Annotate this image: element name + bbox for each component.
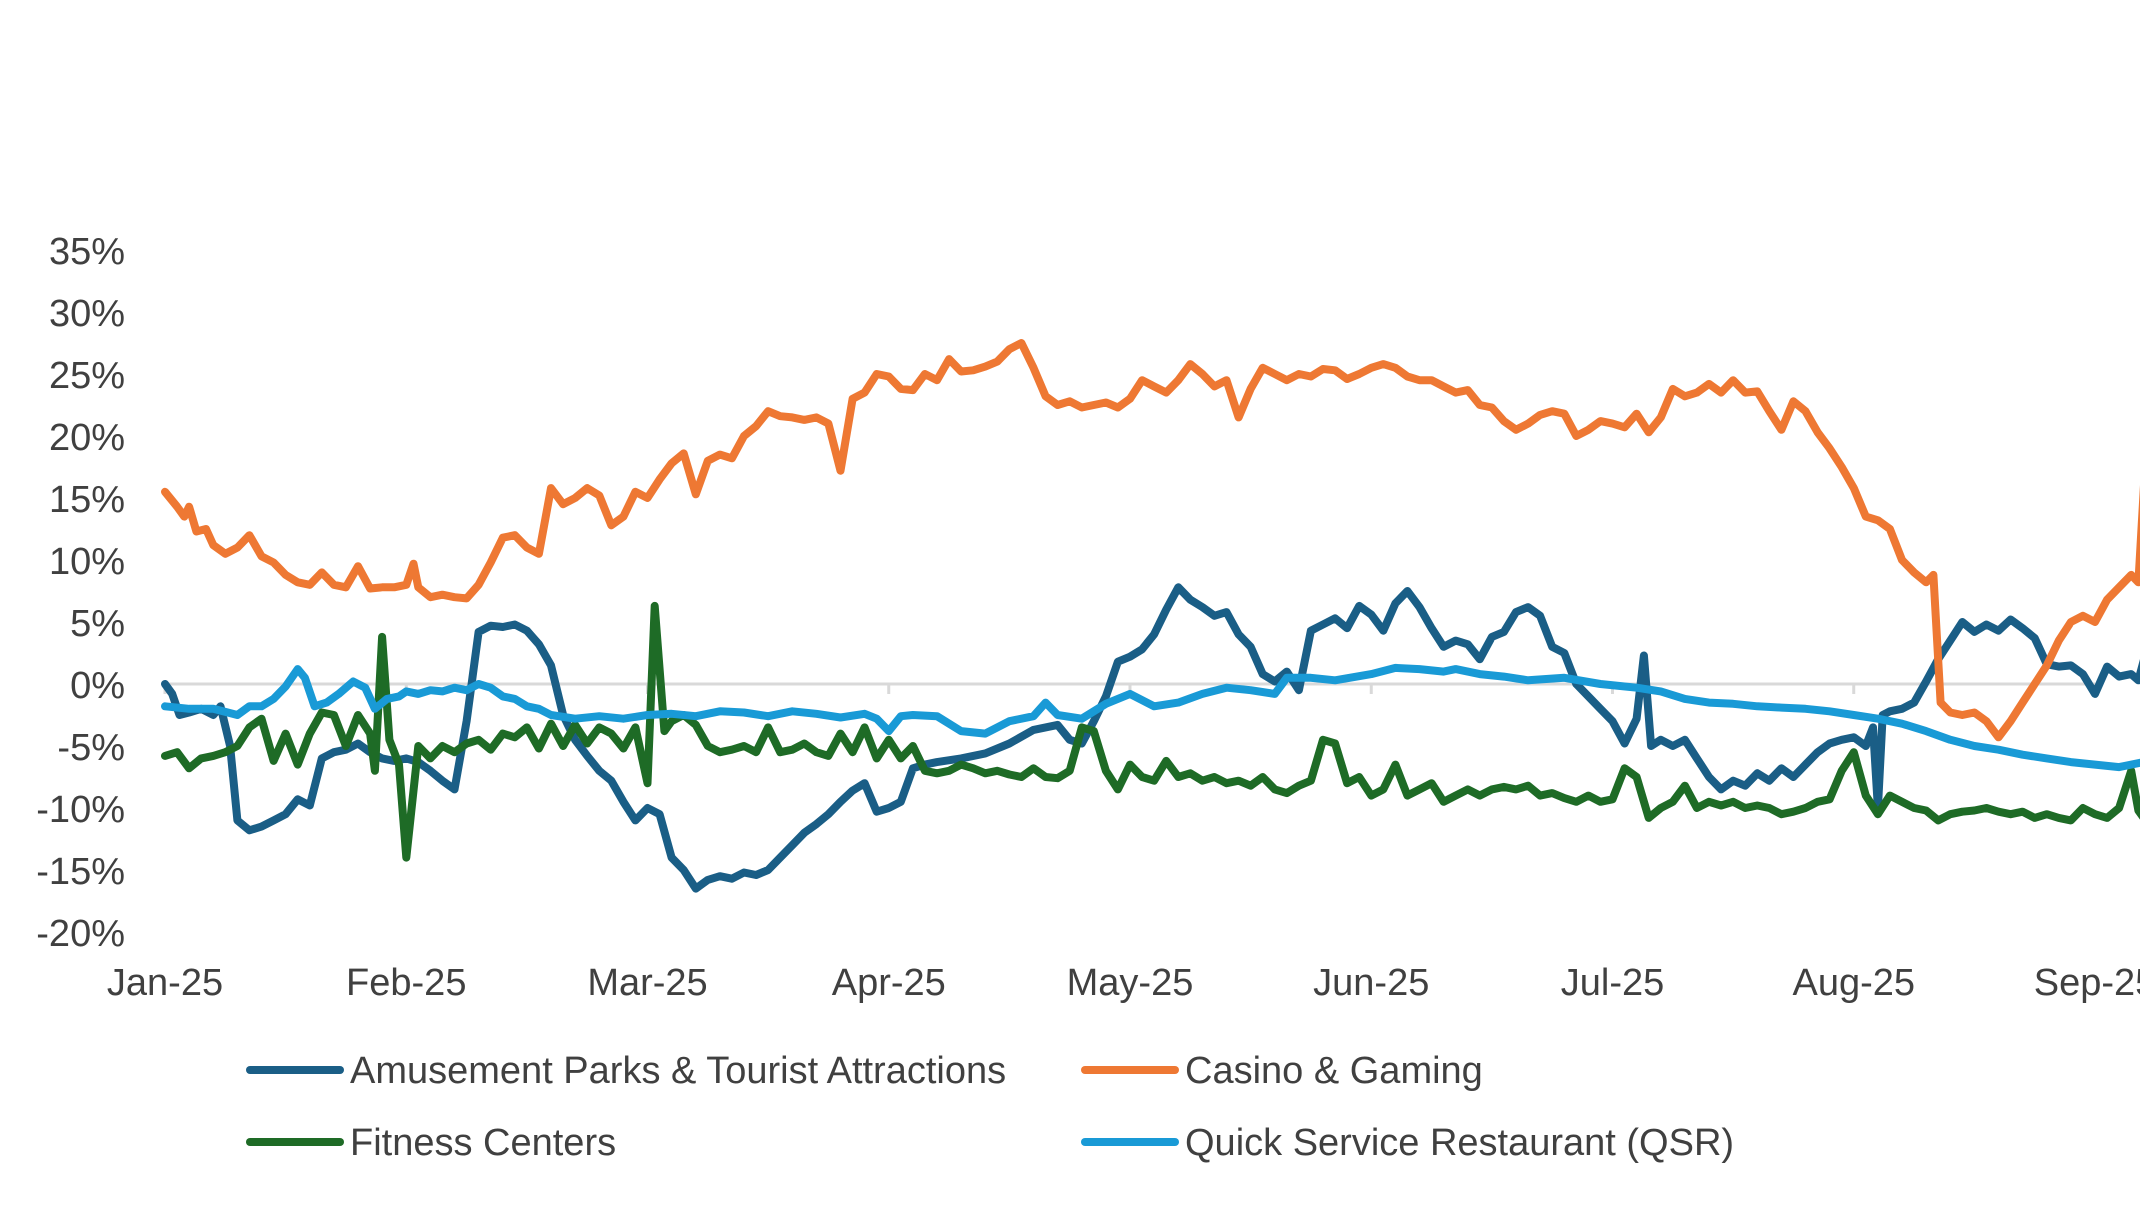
- x-tick-label: Aug-25: [1792, 962, 1915, 1004]
- y-axis-labels: 35% 30% 25% 20% 15% 10% 5% 0% -5% -10% -15% -20%: [36, 231, 125, 955]
- y-tick-label: 5%: [70, 603, 125, 645]
- series-lines: [161, 339, 2140, 893]
- y-tick-label: -20%: [36, 913, 125, 955]
- series-line-3: [161, 601, 2140, 862]
- y-tick-label: 0%: [70, 665, 125, 707]
- series-line-2: [161, 339, 2140, 742]
- y-tick-label: -15%: [36, 851, 125, 893]
- legend-label: Quick Service Restaurant (QSR): [1185, 1122, 1734, 1164]
- y-tick-label: -5%: [57, 727, 125, 769]
- x-tick-label: Jul-25: [1561, 962, 1665, 1004]
- legend: Amusement Parks & Tourist Attractions Cas…: [246, 1050, 1734, 1164]
- x-tick-label: Jun-25: [1313, 962, 1429, 1004]
- y-tick-label: 35%: [49, 231, 125, 273]
- series-line-4: [161, 663, 2140, 772]
- y-tick-label: 20%: [49, 417, 125, 459]
- legend-label: Fitness Centers: [350, 1122, 616, 1164]
- y-tick-label: -10%: [36, 789, 125, 831]
- x-tick-label: Feb-25: [346, 962, 466, 1004]
- series-line-1: [161, 583, 2140, 893]
- x-tick-label: Sep-25: [2034, 962, 2140, 1004]
- y-tick-label: 10%: [49, 541, 125, 583]
- legend-label: Casino & Gaming: [1185, 1050, 1483, 1092]
- y-tick-label: 30%: [49, 293, 125, 335]
- x-tick-label: Jan-25: [107, 962, 223, 1004]
- x-axis-labels: Jan-25 Feb-25 Mar-25 Apr-25 May-25 Jun-25 Jul-…: [107, 962, 2140, 1004]
- y-tick-label: 25%: [49, 355, 125, 397]
- legend-label: Amusement Parks & Tourist Attractions: [350, 1050, 1006, 1092]
- x-tick-label: Apr-25: [832, 962, 946, 1004]
- x-tick-label: May-25: [1067, 962, 1194, 1004]
- y-tick-label: 15%: [49, 479, 125, 521]
- x-tick-label: Mar-25: [587, 962, 707, 1004]
